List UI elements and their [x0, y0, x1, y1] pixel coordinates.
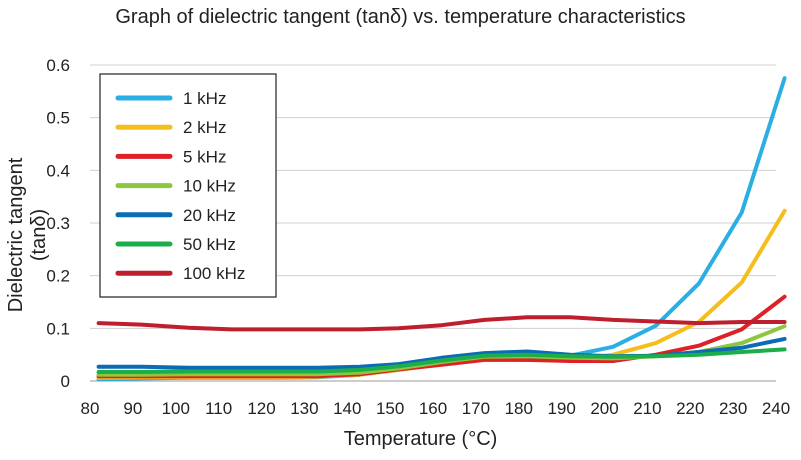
y-tick-label: 0.6	[46, 56, 70, 75]
series-line-50-khz	[96, 347, 787, 374]
legend: 1 kHz 2 kHz 5 kHz 10 kHz 20 kHz 50 kHz 100 kHz	[99, 73, 277, 298]
y-axis-ticks: 0 0.1 0.2 0.3 0.4 0.5 0.6	[46, 56, 70, 391]
legend-label: 20 kHz	[183, 206, 236, 225]
x-tick-label: 120	[247, 399, 275, 418]
series-line-5-khz	[96, 294, 787, 379]
x-axis-ticks: 80 90 100 110 120 130 140 150 160 170 180 190 200 210…	[81, 399, 791, 418]
legend-label: 10 kHz	[183, 177, 236, 196]
x-tick-label: 80	[81, 399, 100, 418]
x-tick-label: 200	[590, 399, 618, 418]
x-tick-label: 230	[719, 399, 747, 418]
y-tick-label: 0	[61, 372, 70, 391]
x-tick-label: 160	[419, 399, 447, 418]
x-tick-label: 110	[205, 399, 232, 418]
legend-label: 5 kHz	[183, 147, 226, 166]
y-tick-label: 0.2	[46, 267, 70, 286]
x-tick-label: 130	[290, 399, 318, 418]
y-tick-label: 0.5	[46, 109, 70, 128]
x-tick-label: 140	[333, 399, 361, 418]
data-lines	[96, 76, 787, 382]
x-tick-label: 190	[547, 399, 575, 418]
legend-label: 1 kHz	[183, 89, 226, 108]
legend-label: 100 kHz	[183, 264, 245, 283]
x-tick-label: 240	[762, 399, 790, 418]
x-tick-label: 150	[376, 399, 404, 418]
x-tick-label: 220	[676, 399, 704, 418]
y-tick-label: 0.3	[46, 214, 70, 233]
y-tick-label: 0.4	[46, 161, 70, 180]
legend-label: 2 kHz	[183, 118, 226, 137]
x-tick-label: 210	[633, 399, 661, 418]
x-tick-label: 90	[123, 399, 142, 418]
y-tick-label: 0.1	[46, 319, 70, 338]
chart-title: Graph of dielectric tangent (tanδ) vs. t…	[115, 6, 686, 28]
legend-label: 50 kHz	[183, 235, 236, 254]
x-axis-label: Temperature (°C)	[343, 428, 498, 450]
x-tick-label: 100	[162, 399, 190, 418]
series-line-100-khz	[96, 315, 787, 332]
x-tick-label: 180	[505, 399, 533, 418]
x-tick-label: 170	[462, 399, 490, 418]
